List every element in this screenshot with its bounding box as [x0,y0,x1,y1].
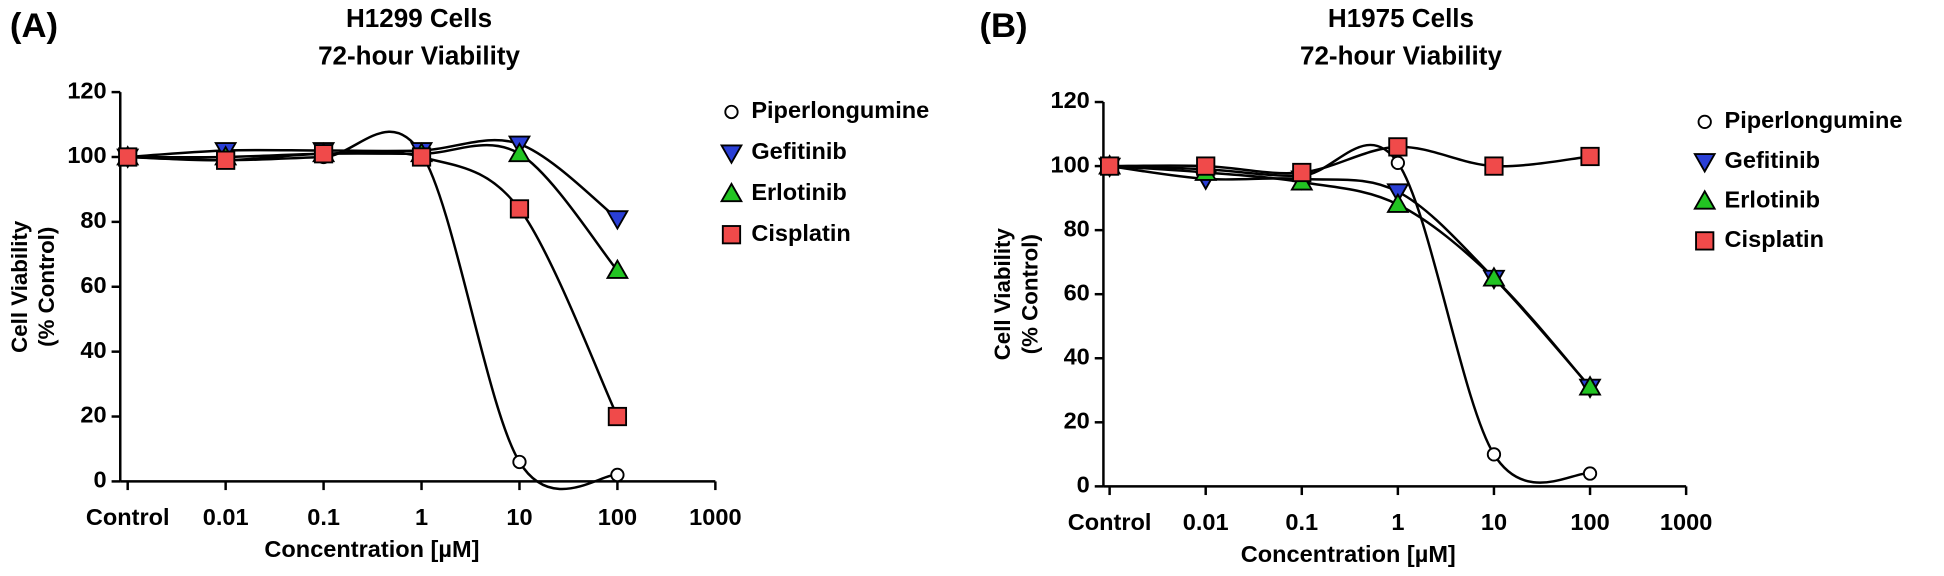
curve [1109,164,1591,388]
y-tick-label: 60 [80,272,106,298]
marker [509,199,530,219]
marker [1482,266,1506,287]
x-tick-label: 1000 [1660,509,1712,535]
marker [507,141,531,163]
y-axis-label: (% Control) [1017,234,1042,354]
legend-label: Erlotinib [1725,186,1821,212]
marker [1388,137,1408,157]
x-tick-label: 100 [598,504,637,530]
x-tick-label: 0.01 [203,504,249,530]
x-tick-label: Control [1068,509,1152,535]
marker [1100,156,1120,176]
marker [313,144,334,164]
y-tick-label: 80 [80,207,106,233]
chart-title: 72-hour Viability [1300,40,1502,70]
marker [1693,189,1717,210]
marker [1697,114,1712,129]
chart-title: 72-hour Viability [318,40,520,70]
marker [1390,155,1405,171]
y-tick-label: 120 [67,77,106,103]
x-tick-label: 10 [1481,509,1507,535]
y-tick-label: 0 [1077,472,1090,498]
panel-label: (A) [10,7,58,45]
y-tick-label: 20 [1064,408,1090,434]
x-tick-label: 100 [1570,509,1609,535]
marker [1292,162,1312,183]
y-tick-label: 60 [1064,279,1090,305]
y-tick-label: 20 [80,402,106,428]
marker [1582,466,1598,481]
legend-label: Piperlongumine [1725,107,1903,133]
marker [605,258,629,279]
x-tick-label: 10 [506,504,532,530]
y-axis-label: Cell Viability [990,228,1015,361]
marker [118,147,138,167]
x-tick-label: 0.01 [1183,509,1229,535]
marker [1486,447,1502,462]
y-tick-label: 120 [1050,87,1089,113]
marker [605,210,629,231]
curve [127,130,618,491]
marker [610,467,625,483]
marker [607,406,628,427]
marker [1386,192,1410,213]
x-tick-label: 0.1 [1285,509,1318,535]
panel-label: (B) [979,7,1027,45]
curve [1109,164,1591,388]
x-tick-label: 1 [415,504,428,530]
marker [1695,231,1715,251]
marker [1580,146,1600,167]
marker [411,147,432,167]
marker [719,181,744,203]
marker [512,454,527,470]
y-axis-label: (% Control) [34,227,59,347]
legend-label: Cisplatin [1725,226,1824,252]
x-tick-label: 1000 [689,504,741,530]
legend-label: Cisplatin [751,220,850,246]
x-tick-label: 0.1 [307,504,340,530]
marker [721,225,742,245]
legend-label: Gefitinib [1725,147,1821,173]
marker [724,104,739,120]
marker [1578,375,1602,396]
chart-title: H1299 Cells [346,3,492,33]
x-axis-label: Concentration [µM] [1241,541,1456,567]
marker [216,150,236,170]
y-tick-label: 40 [1064,343,1090,369]
y-tick-label: 100 [1050,151,1089,177]
x-tick-label: Control [86,504,170,530]
y-tick-label: 40 [80,337,106,363]
x-axis-label: Concentration [µM] [264,536,479,562]
marker [1484,156,1504,176]
legend-label: Erlotinib [751,179,847,205]
y-tick-label: 80 [1064,215,1090,241]
curve [1109,143,1591,484]
marker [1196,156,1216,176]
legend-label: Gefitinib [751,138,847,164]
y-axis-label: Cell Viability [7,220,32,353]
chart-title: H1975 Cells [1328,3,1474,33]
legend-label: Piperlongumine [751,97,929,123]
x-tick-label: 1 [1391,509,1404,535]
marker [1693,153,1717,174]
y-tick-label: 0 [94,467,107,493]
y-tick-label: 100 [67,142,106,168]
marker [719,144,744,165]
curve [127,150,619,418]
